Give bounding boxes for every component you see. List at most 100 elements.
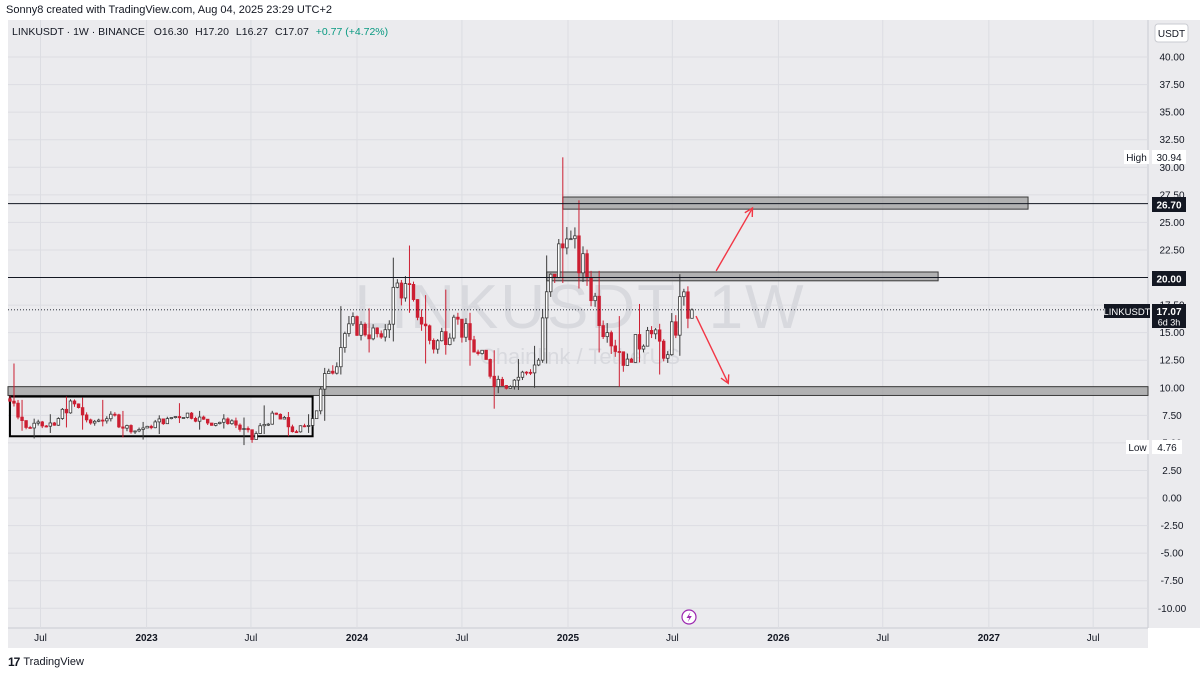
candle-body[interactable]	[339, 347, 343, 368]
candle-body[interactable]	[452, 316, 456, 339]
candle-body[interactable]	[444, 331, 448, 346]
candle-body[interactable]	[16, 402, 20, 418]
candle-body[interactable]	[262, 424, 266, 427]
candle-body[interactable]	[577, 235, 581, 274]
candle-body[interactable]	[363, 323, 367, 336]
candle-body[interactable]	[504, 385, 509, 389]
candle-body[interactable]	[516, 376, 521, 381]
currency-box[interactable]	[1154, 23, 1189, 43]
candle-body[interactable]	[355, 316, 359, 336]
candle-body[interactable]	[621, 351, 626, 366]
candle-body[interactable]	[645, 330, 650, 347]
candle-body[interactable]	[496, 378, 500, 387]
candle-body[interactable]	[472, 339, 476, 353]
candle-body[interactable]	[238, 424, 242, 430]
candle-body[interactable]	[670, 321, 674, 356]
candle-body[interactable]	[310, 418, 315, 426]
candle-body[interactable]	[193, 417, 198, 422]
candle-body[interactable]	[226, 418, 230, 425]
candle-body[interactable]	[480, 349, 484, 354]
candle-body[interactable]	[391, 286, 396, 325]
candle-body[interactable]	[500, 378, 504, 386]
candle-body[interactable]	[153, 421, 157, 429]
candle-body[interactable]	[323, 373, 327, 390]
candle-body[interactable]	[157, 418, 161, 423]
candle-body[interactable]	[258, 425, 262, 434]
candle-body[interactable]	[371, 327, 375, 340]
candle-body[interactable]	[294, 431, 299, 434]
candle-body[interactable]	[92, 420, 97, 424]
candle-body[interactable]	[375, 327, 379, 335]
candle-body[interactable]	[440, 331, 444, 342]
candle-body[interactable]	[488, 359, 492, 377]
candle-body[interactable]	[524, 371, 529, 374]
candle-body[interactable]	[629, 358, 634, 363]
candle-body[interactable]	[609, 332, 613, 347]
candle-body[interactable]	[536, 359, 541, 366]
candle-body[interactable]	[613, 345, 617, 352]
candle-body[interactable]	[314, 410, 319, 420]
candle-body[interactable]	[32, 422, 36, 429]
candle-body[interactable]	[407, 283, 412, 285]
candle-body[interactable]	[460, 318, 464, 338]
candle-body[interactable]	[201, 416, 206, 420]
candle-body[interactable]	[64, 408, 69, 414]
footer-brand[interactable]: 17 TradingView	[8, 655, 84, 669]
candle-body[interactable]	[423, 323, 428, 327]
candle-body[interactable]	[343, 333, 347, 348]
candle-body[interactable]	[690, 309, 694, 319]
candle-body[interactable]	[367, 334, 371, 340]
candle-body[interactable]	[36, 421, 40, 424]
candle-body[interactable]	[633, 334, 638, 363]
candle-body[interactable]	[549, 273, 553, 293]
candle-body[interactable]	[88, 419, 93, 424]
candle-body[interactable]	[56, 418, 61, 426]
candle-body[interactable]	[436, 340, 440, 350]
candle-body[interactable]	[20, 416, 24, 421]
candle-body[interactable]	[327, 370, 331, 374]
candle-body[interactable]	[270, 412, 274, 425]
candles-layer[interactable]	[8, 157, 694, 446]
candle-body[interactable]	[415, 299, 420, 318]
candle-body[interactable]	[686, 291, 690, 319]
candle-body[interactable]	[581, 253, 585, 274]
candle-body[interactable]	[484, 349, 488, 360]
candle-body[interactable]	[125, 425, 129, 429]
candle-body[interactable]	[674, 321, 678, 336]
candle-body[interactable]	[508, 386, 513, 389]
candle-body[interactable]	[468, 323, 472, 341]
candle-body[interactable]	[605, 332, 609, 338]
candle-body[interactable]	[101, 419, 105, 422]
candle-body[interactable]	[565, 238, 569, 249]
candle-body[interactable]	[161, 418, 165, 425]
candle-body[interactable]	[234, 420, 238, 426]
candle-body[interactable]	[210, 422, 214, 426]
candle-body[interactable]	[181, 417, 186, 419]
candle-body[interactable]	[177, 416, 182, 419]
candle-body[interactable]	[561, 243, 565, 249]
candle-body[interactable]	[105, 418, 109, 422]
candle-body[interactable]	[254, 433, 258, 440]
candle-body[interactable]	[60, 408, 65, 419]
candle-body[interactable]	[318, 388, 323, 412]
candle-body[interactable]	[419, 316, 424, 325]
candle-body[interactable]	[653, 329, 658, 335]
candle-body[interactable]	[585, 253, 589, 278]
candle-body[interactable]	[72, 400, 77, 405]
candle-body[interactable]	[80, 407, 85, 416]
candle-body[interactable]	[141, 427, 145, 430]
candle-body[interactable]	[641, 345, 646, 350]
candle-body[interactable]	[282, 417, 287, 420]
candle-body[interactable]	[335, 366, 339, 374]
candle-body[interactable]	[492, 375, 496, 387]
candle-body[interactable]	[431, 339, 436, 350]
candle-body[interactable]	[242, 428, 246, 430]
candle-body[interactable]	[544, 291, 549, 319]
candle-body[interactable]	[117, 414, 121, 428]
candle-body[interactable]	[649, 330, 654, 335]
candle-body[interactable]	[12, 400, 16, 404]
candle-body[interactable]	[540, 317, 545, 361]
candle-body[interactable]	[512, 379, 517, 387]
candle-body[interactable]	[601, 325, 605, 338]
